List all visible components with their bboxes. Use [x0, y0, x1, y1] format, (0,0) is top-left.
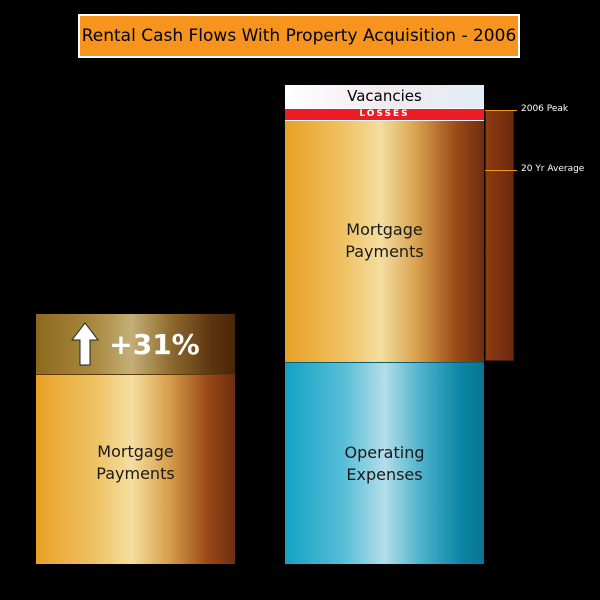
right-mortgage-label: Mortgage Payments: [285, 219, 484, 263]
left-mortgage-line2: Payments: [96, 464, 175, 483]
peak-comparison-bar: [485, 110, 514, 361]
average-marker-line: [485, 170, 517, 171]
chart-title: Rental Cash Flows With Property Acquisit…: [78, 14, 520, 58]
chart-title-text: Rental Cash Flows With Property Acquisit…: [81, 26, 517, 46]
right-mortgage-line2: Payments: [345, 242, 424, 261]
peak-marker-label: 2006 Peak: [521, 104, 569, 114]
left-mortgage-label: Mortgage Payments: [36, 441, 235, 485]
right-mortgage-block: Mortgage Payments: [285, 121, 484, 362]
left-mortgage-block: Mortgage Payments: [36, 374, 235, 564]
operating-expenses-block: Operating Expenses: [285, 362, 484, 564]
losses-label: LOSSES: [359, 109, 410, 119]
operating-line2: Expenses: [346, 465, 423, 484]
left-mortgage-line1: Mortgage: [97, 442, 174, 461]
increase-percent: +31%: [109, 327, 200, 361]
vacancies-label: Vacancies: [347, 87, 422, 105]
increase-block: +31%: [36, 314, 235, 374]
operating-line1: Operating: [344, 443, 425, 462]
peak-marker-line: [485, 110, 517, 111]
losses-block: LOSSES: [285, 108, 484, 121]
average-marker-label: 20 Yr Average: [521, 164, 585, 174]
up-arrow-icon: [71, 322, 100, 366]
operating-expenses-label: Operating Expenses: [285, 442, 484, 486]
right-mortgage-line1: Mortgage: [346, 220, 423, 239]
vacancies-block: Vacancies: [285, 85, 484, 108]
